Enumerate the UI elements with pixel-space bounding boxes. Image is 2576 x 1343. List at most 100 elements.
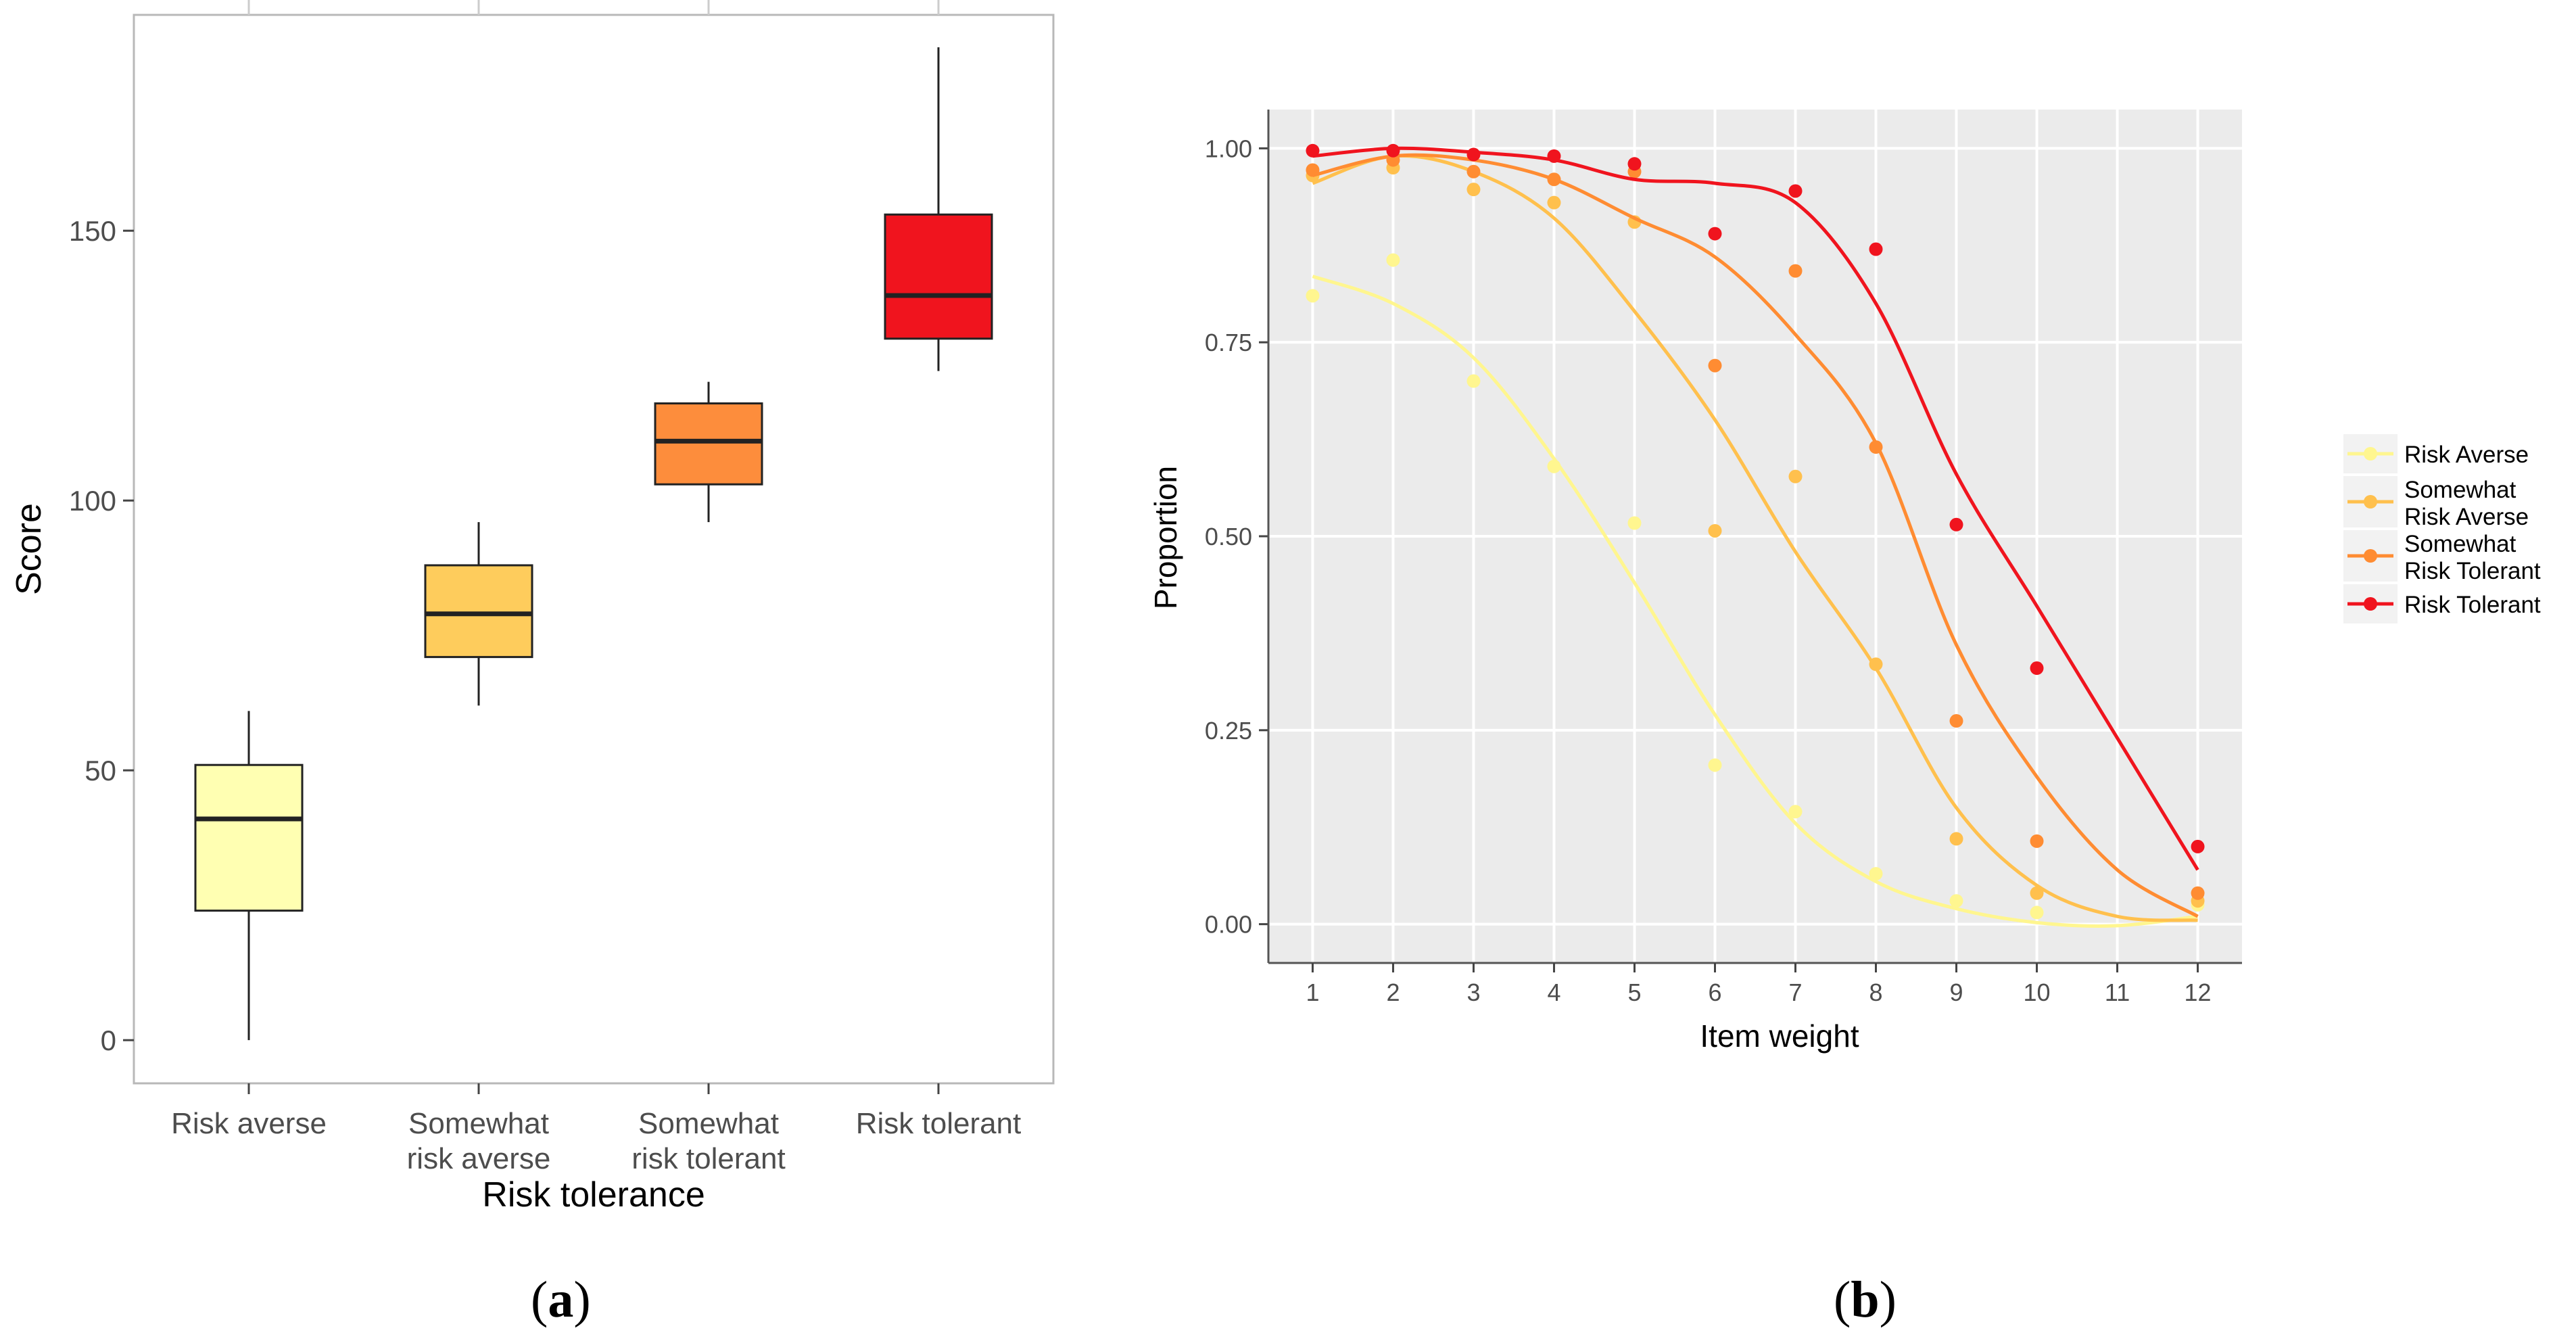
series-point bbox=[1466, 147, 1481, 162]
panel-a-y-axis-title: Score bbox=[9, 503, 49, 595]
panel-b-caption: (b) bbox=[1834, 1271, 1897, 1328]
legend-label: Risk Tolerant bbox=[2404, 592, 2541, 618]
x-tick-label-line: Somewhat bbox=[408, 1107, 549, 1140]
legend-key-point bbox=[2364, 597, 2377, 611]
x-tick-label: Risk tolerant bbox=[856, 1107, 1022, 1140]
series-point bbox=[1949, 714, 1963, 728]
legend-label-line: Risk Averse bbox=[2404, 504, 2529, 530]
series-point bbox=[1306, 143, 1320, 158]
legend-label-line: Risk Tolerant bbox=[2404, 558, 2541, 584]
series-point bbox=[2030, 886, 2044, 900]
series-point bbox=[2030, 834, 2044, 848]
series-point bbox=[1547, 195, 1561, 210]
series-point bbox=[1306, 289, 1320, 303]
panel-a-caption: (a) bbox=[531, 1271, 591, 1328]
series-point bbox=[1627, 157, 1642, 171]
y-tick-label: 1.00 bbox=[1205, 135, 1252, 162]
y-tick-label: 150 bbox=[69, 215, 116, 247]
series-point bbox=[1949, 832, 1963, 846]
y-tick-label: 0.25 bbox=[1205, 717, 1252, 745]
legend-key-point bbox=[2364, 447, 2377, 461]
panel-a-x-axis-title: Risk tolerance bbox=[482, 1175, 705, 1215]
x-tick-label: 8 bbox=[1869, 979, 1882, 1006]
series-point bbox=[1547, 149, 1561, 163]
series-point bbox=[1949, 894, 1963, 908]
series-point bbox=[1547, 459, 1561, 473]
panel-b-y-axis: 0.00 0.25 0.50 0.75 1.00 bbox=[1205, 110, 1270, 963]
series-point bbox=[1788, 264, 1803, 278]
series-point bbox=[2030, 905, 2044, 920]
series-point bbox=[1306, 163, 1320, 177]
legend-label: Somewhat Risk Averse bbox=[2404, 477, 2529, 530]
y-tick-label: 0.00 bbox=[1205, 911, 1252, 939]
y-tick-label: 0 bbox=[101, 1024, 116, 1056]
series-point bbox=[1708, 758, 1722, 772]
legend-label-line: Risk Tolerant bbox=[2404, 592, 2541, 618]
series-point bbox=[1466, 374, 1481, 388]
series-point bbox=[1788, 469, 1803, 484]
legend-label-line: Somewhat bbox=[2404, 477, 2517, 503]
x-tick-label: 2 bbox=[1386, 979, 1400, 1006]
legend-key-point bbox=[2364, 495, 2377, 509]
x-tick-label: Somewhat risk tolerant bbox=[631, 1107, 785, 1175]
series-group bbox=[1306, 143, 2205, 871]
y-tick-label: 50 bbox=[85, 755, 116, 786]
panel-a-gridlines bbox=[247, 0, 940, 15]
series-point bbox=[1466, 183, 1481, 197]
panel-b-x-axis-title: Item weight bbox=[1700, 1018, 1859, 1054]
series-point bbox=[1788, 805, 1803, 819]
x-tick-label-line: Somewhat bbox=[638, 1107, 779, 1140]
legend-label-line: Risk Averse bbox=[2404, 442, 2529, 468]
series-point bbox=[1869, 657, 1883, 672]
y-tick-label: 0.75 bbox=[1205, 329, 1252, 356]
x-tick-label: Somewhat risk averse bbox=[407, 1107, 551, 1175]
x-tick-label: 10 bbox=[2024, 979, 2051, 1006]
panel-b-line-chart: 0.000.250.500.751.00 1 2 3 4 5 6 7 8 9 10 11 12 Ris… bbox=[1148, 110, 2541, 1328]
x-tick-label: 11 bbox=[2105, 979, 2130, 1006]
series-point bbox=[1949, 517, 1963, 532]
panel-b-x-axis: 1 2 3 4 5 6 7 8 9 10 11 12 bbox=[1268, 962, 2242, 1006]
series-point bbox=[2191, 839, 2205, 853]
x-tick-label: 4 bbox=[1547, 979, 1560, 1006]
panel-b-caption-letter: b bbox=[1851, 1271, 1879, 1328]
box-body bbox=[884, 213, 993, 340]
x-tick-label-line: Risk averse bbox=[171, 1107, 327, 1140]
x-tick-label: 9 bbox=[1950, 979, 1963, 1006]
x-tick-label: 5 bbox=[1627, 979, 1641, 1006]
series-point bbox=[1869, 867, 1883, 881]
panel-a-boxes bbox=[194, 47, 993, 1041]
series-point bbox=[1386, 253, 1400, 267]
x-tick-label: 7 bbox=[1788, 979, 1802, 1006]
series-point bbox=[1708, 358, 1722, 373]
x-tick-label: 12 bbox=[2185, 979, 2212, 1006]
series-point bbox=[1869, 440, 1883, 454]
panel-b-gridlines bbox=[1268, 110, 2242, 963]
x-tick-label: 1 bbox=[1306, 979, 1319, 1006]
series-point bbox=[1547, 172, 1561, 187]
x-tick-label: 3 bbox=[1466, 979, 1480, 1006]
x-tick-label: Risk averse bbox=[171, 1107, 327, 1140]
box-body bbox=[654, 402, 763, 486]
panel-a-plot-area bbox=[133, 14, 1055, 1085]
series-point bbox=[1386, 143, 1400, 158]
series-point bbox=[2191, 886, 2205, 900]
box-body bbox=[424, 564, 533, 659]
legend-label-line: Somewhat bbox=[2404, 531, 2517, 557]
series-point bbox=[1627, 516, 1642, 530]
series-point bbox=[1788, 184, 1803, 198]
series-point bbox=[1708, 523, 1722, 538]
x-tick-label-line: risk averse bbox=[407, 1142, 551, 1175]
x-tick-label: 6 bbox=[1708, 979, 1721, 1006]
box-body bbox=[194, 763, 304, 912]
legend-label: Risk Averse bbox=[2404, 442, 2529, 468]
panel-b-series bbox=[1306, 143, 2205, 928]
panel-b-y-axis-title: Proportion bbox=[1148, 466, 1183, 609]
panel-a-y-axis: 0 50 100 150 bbox=[69, 215, 134, 1056]
series-line bbox=[1312, 146, 2199, 871]
series-line bbox=[1312, 275, 2198, 928]
series-point bbox=[1466, 164, 1481, 179]
